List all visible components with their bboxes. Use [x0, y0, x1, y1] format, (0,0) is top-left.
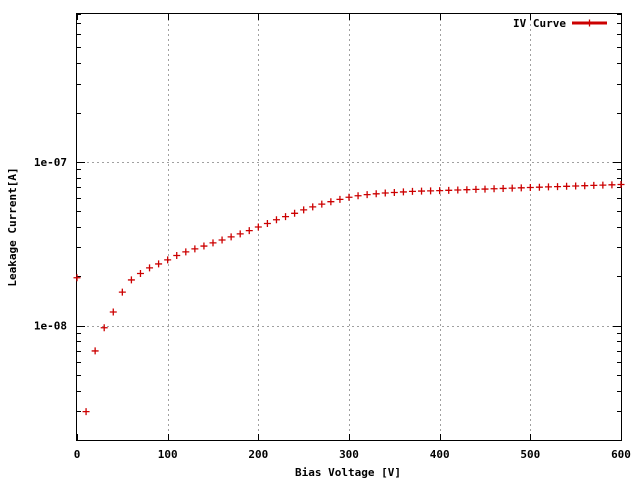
data-point	[182, 248, 190, 256]
data-point	[499, 184, 507, 192]
data-point	[209, 239, 217, 247]
data-point	[572, 182, 580, 190]
x-tick-label: 200	[248, 448, 268, 461]
x-tick-label: 100	[158, 448, 178, 461]
data-point	[236, 230, 244, 238]
data-point	[399, 188, 407, 196]
data-point	[336, 195, 344, 203]
data-point	[354, 192, 362, 200]
x-tick-label: 0	[74, 448, 81, 461]
data-point	[345, 193, 353, 201]
y-tick-label: 1e-07	[34, 156, 67, 169]
data-point	[245, 227, 253, 235]
data-point	[472, 185, 480, 193]
data-point	[118, 288, 126, 296]
data-point	[218, 236, 226, 244]
plot-frame	[76, 13, 622, 441]
data-point	[508, 184, 516, 192]
legend-marker-iv-curve	[586, 19, 593, 27]
data-point	[563, 182, 571, 190]
data-point	[526, 184, 534, 192]
data-point	[599, 181, 607, 189]
x-axis-label: Bias Voltage [V]	[295, 466, 401, 479]
x-tick-label: 300	[339, 448, 359, 461]
data-point	[390, 188, 398, 196]
data-point	[146, 264, 154, 272]
data-point	[427, 187, 435, 195]
data-point	[554, 183, 562, 191]
data-point	[227, 233, 235, 241]
data-points	[73, 181, 625, 416]
data-point	[254, 223, 262, 231]
data-point	[272, 216, 280, 224]
data-point	[127, 276, 135, 284]
data-point	[327, 198, 335, 206]
data-point	[517, 184, 525, 192]
data-point	[73, 274, 81, 282]
data-point	[282, 213, 290, 221]
data-point	[481, 185, 489, 193]
data-point	[136, 269, 144, 277]
data-point	[454, 186, 462, 194]
data-point	[463, 186, 471, 194]
x-tick-label: 400	[430, 448, 450, 461]
data-point	[82, 408, 90, 416]
legend: IV Curve	[513, 17, 607, 30]
data-point	[436, 187, 444, 195]
tick-labels: 0 100 200 300 400 500 600 1e-08 1e-07	[34, 156, 631, 461]
axis-ticks	[77, 14, 622, 441]
data-point	[300, 206, 308, 214]
data-point	[318, 200, 326, 208]
y-axis-label: Leakage Current[A]	[6, 167, 19, 286]
data-point	[363, 191, 371, 199]
data-point	[381, 189, 389, 197]
data-point	[445, 186, 453, 194]
data-point	[200, 242, 208, 250]
data-point	[581, 182, 589, 190]
data-point	[617, 181, 625, 189]
data-point	[608, 181, 616, 189]
data-point	[418, 187, 426, 195]
data-point	[309, 203, 317, 211]
data-point	[408, 187, 416, 195]
data-point	[372, 190, 380, 198]
data-point	[263, 220, 271, 228]
data-point	[91, 347, 99, 355]
data-point	[544, 183, 552, 191]
data-point	[155, 260, 163, 268]
x-tick-label: 500	[520, 448, 540, 461]
y-tick-label: 1e-08	[34, 320, 67, 333]
data-point	[164, 256, 172, 264]
grid	[77, 14, 621, 440]
data-point	[291, 209, 299, 217]
legend-label-iv-curve: IV Curve	[513, 17, 566, 30]
data-point	[109, 308, 117, 316]
data-point	[100, 324, 108, 332]
data-point	[490, 185, 498, 193]
data-point	[590, 181, 598, 189]
x-tick-label: 600	[611, 448, 631, 461]
data-point	[173, 251, 181, 259]
data-point	[535, 183, 543, 191]
data-point	[191, 245, 199, 253]
